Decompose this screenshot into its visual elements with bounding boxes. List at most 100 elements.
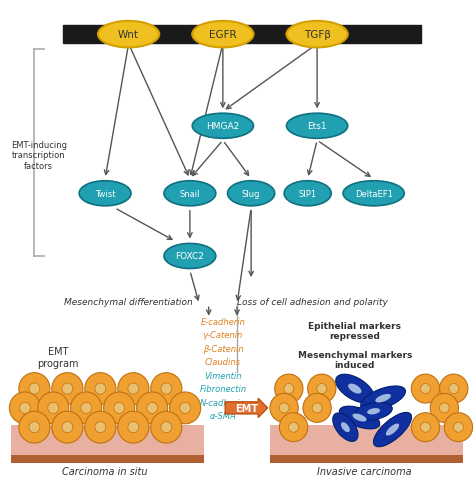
Text: Twist: Twist: [95, 189, 115, 198]
Text: DeltaEF1: DeltaEF1: [355, 189, 392, 198]
Text: Mesenchymal differentiation: Mesenchymal differentiation: [64, 298, 193, 307]
Circle shape: [289, 422, 299, 432]
Text: Claudins: Claudins: [205, 357, 241, 366]
Circle shape: [147, 403, 158, 414]
Text: Vimentin: Vimentin: [204, 371, 242, 380]
Text: Fibronectin: Fibronectin: [199, 384, 246, 393]
Circle shape: [420, 422, 430, 432]
Ellipse shape: [367, 408, 380, 414]
Text: α-SMA: α-SMA: [210, 411, 237, 420]
Text: γ-Catenin: γ-Catenin: [203, 331, 243, 339]
Circle shape: [317, 384, 327, 394]
Circle shape: [95, 383, 106, 394]
Ellipse shape: [355, 403, 392, 420]
Ellipse shape: [333, 413, 358, 441]
Text: Wnt: Wnt: [118, 30, 139, 40]
Text: Carcinoma in situ: Carcinoma in situ: [62, 466, 148, 476]
Circle shape: [161, 383, 172, 394]
Text: TGFβ: TGFβ: [304, 30, 330, 40]
Ellipse shape: [353, 414, 366, 422]
Text: Snail: Snail: [180, 189, 200, 198]
Text: EMT: EMT: [235, 403, 258, 413]
Circle shape: [29, 383, 40, 394]
Circle shape: [439, 374, 468, 403]
Ellipse shape: [286, 22, 348, 48]
Circle shape: [303, 393, 331, 423]
Circle shape: [9, 392, 40, 424]
Circle shape: [411, 413, 439, 442]
FancyBboxPatch shape: [270, 454, 463, 463]
Ellipse shape: [192, 22, 254, 48]
FancyBboxPatch shape: [11, 425, 204, 463]
Ellipse shape: [192, 114, 254, 139]
Ellipse shape: [348, 384, 362, 394]
Circle shape: [449, 384, 459, 394]
Circle shape: [420, 384, 430, 394]
Circle shape: [284, 384, 294, 394]
Circle shape: [439, 403, 449, 413]
Circle shape: [118, 411, 149, 443]
Circle shape: [128, 383, 139, 394]
Ellipse shape: [286, 114, 348, 139]
Text: Loss of cell adhesion and polarity: Loss of cell adhesion and polarity: [237, 298, 388, 307]
Ellipse shape: [386, 424, 399, 436]
Ellipse shape: [341, 423, 350, 432]
Circle shape: [104, 392, 135, 424]
Ellipse shape: [164, 182, 216, 206]
FancyBboxPatch shape: [11, 454, 204, 463]
Circle shape: [151, 411, 182, 443]
Circle shape: [71, 392, 102, 424]
Circle shape: [52, 373, 83, 405]
Text: N-cadherin: N-cadherin: [200, 398, 246, 407]
Circle shape: [170, 392, 201, 424]
Circle shape: [137, 392, 168, 424]
Text: β-Catenin: β-Catenin: [202, 344, 243, 353]
Circle shape: [85, 411, 116, 443]
Circle shape: [275, 374, 303, 403]
FancyBboxPatch shape: [270, 425, 463, 463]
Circle shape: [52, 411, 83, 443]
Ellipse shape: [361, 386, 405, 410]
Text: SIP1: SIP1: [299, 189, 317, 198]
Circle shape: [48, 403, 59, 414]
Text: HMGA2: HMGA2: [206, 122, 239, 131]
Circle shape: [128, 422, 139, 433]
Circle shape: [411, 374, 439, 403]
Circle shape: [19, 403, 30, 414]
Ellipse shape: [98, 22, 159, 48]
Ellipse shape: [228, 182, 275, 206]
Circle shape: [19, 373, 50, 405]
Circle shape: [62, 383, 73, 394]
Circle shape: [279, 403, 289, 413]
Circle shape: [118, 373, 149, 405]
Ellipse shape: [79, 182, 131, 206]
Circle shape: [444, 413, 473, 442]
Circle shape: [95, 422, 106, 433]
Ellipse shape: [374, 412, 411, 447]
Ellipse shape: [375, 394, 391, 403]
Circle shape: [114, 403, 125, 414]
Circle shape: [430, 393, 458, 423]
Text: Epithelial markers
repressed: Epithelial markers repressed: [308, 321, 401, 341]
Text: FOXC2: FOXC2: [175, 252, 204, 261]
Ellipse shape: [339, 406, 380, 429]
Ellipse shape: [284, 182, 331, 206]
Circle shape: [308, 374, 336, 403]
FancyArrow shape: [225, 398, 268, 418]
Circle shape: [454, 422, 464, 432]
Circle shape: [29, 422, 40, 433]
Text: Slug: Slug: [242, 189, 260, 198]
Ellipse shape: [343, 182, 404, 206]
Text: Ets1: Ets1: [307, 122, 327, 131]
Text: E-cadherin: E-cadherin: [201, 317, 246, 326]
Circle shape: [85, 373, 116, 405]
Circle shape: [312, 403, 322, 413]
Text: EMT-inducing
transcription
factors: EMT-inducing transcription factors: [11, 140, 67, 170]
Circle shape: [62, 422, 73, 433]
Circle shape: [19, 411, 50, 443]
Circle shape: [37, 392, 69, 424]
Circle shape: [279, 413, 308, 442]
Ellipse shape: [336, 375, 374, 403]
Circle shape: [151, 373, 182, 405]
Circle shape: [81, 403, 91, 414]
